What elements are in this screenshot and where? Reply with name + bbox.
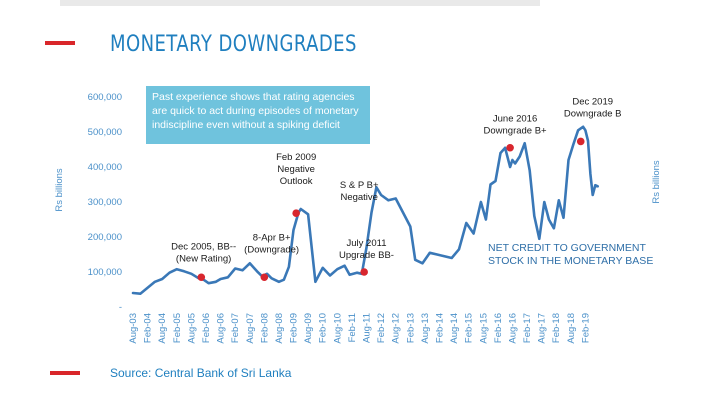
top-bar [60,0,540,6]
event-marker [292,209,300,217]
series-line [131,125,599,295]
annotation-label: Downgrade B+ [484,126,548,137]
event-marker [197,273,206,282]
annotation-label: Dec 2019 [572,97,613,108]
title-accent-bar [45,41,75,45]
y-axis-label-right: Rs billions [651,160,662,204]
page-title: MONETARY DOWNGRADES [110,32,357,57]
y-tick-label: 500,000 [88,127,122,138]
x-tick-label: Feb-12 [376,313,387,343]
note-box: Past experience shows that rating agenci… [146,86,370,144]
y-tick-label: 200,000 [88,232,122,243]
x-tick-label: Aug-17 [537,313,548,344]
x-tick-label: Feb-17 [522,313,533,343]
x-tick-label: Feb-08 [259,313,270,343]
x-tick-label: Aug-16 [507,313,518,344]
y-tick-label: 300,000 [88,197,122,208]
annotation-label: Outlook [280,176,313,187]
x-tick-label: Feb-13 [405,313,416,343]
series-label-line-1: NET CREDIT TO GOVERNMENT [488,242,646,254]
event-marker [360,268,368,276]
annotation-label: Feb 2009 [276,152,316,163]
x-tick-label: Aug-04 [157,313,168,344]
x-tick-label: Feb-04 [143,313,154,343]
x-tick-label: Aug-12 [391,313,402,344]
x-tick-label: Aug-14 [449,313,460,344]
series-layer [131,125,599,295]
x-tick-label: Aug-05 [186,313,197,344]
annotation-label: 8-Apr B+ [253,233,291,244]
x-tick-label: Aug-10 [332,313,343,344]
x-tick-label: Aug-13 [420,313,431,344]
x-tick-label: Feb-09 [289,313,300,343]
y-tick-label: - [119,302,122,313]
note-line-2: are quick to act during episodes of mone… [152,105,359,117]
x-tick-label: Aug-03 [128,313,139,344]
note-line-3: indiscipline even without a spiking defi… [152,119,340,131]
annotations-layer: Dec 2005, BB--(New Rating) 8-Apr B+(Downg… [171,97,621,265]
series-label-line-2: STOCK IN THE MONETARY BASE [488,255,653,267]
annotation-label: July 2011 [347,238,387,249]
x-tick-labels: Aug-03 Feb-04 Aug-04 Feb-05 Aug-05 Feb-06 Aug-… [128,313,591,344]
x-tick-label: Feb-15 [464,313,475,343]
note-line-1: Past experience shows that rating agenci… [152,91,355,103]
annotation-label: (New Rating) [176,253,231,264]
y-tick-labels: 600,000 500,000 400,000 300,000 200,000 100,0… [88,92,122,313]
annotation-label: Negative [277,164,315,175]
x-tick-label: Feb-19 [580,313,591,343]
event-marker [576,137,585,146]
event-marker [260,273,269,282]
x-tick-label: Aug-08 [274,313,285,344]
annotation-label: June 2016 [493,114,537,125]
x-tick-label: Aug-09 [303,313,314,344]
annotation-label: Negative [340,192,378,203]
x-tick-label: Feb-11 [347,313,358,342]
y-axis-label-left: Rs billions [54,168,65,212]
annotation-label: S & P B+ [340,180,379,191]
annotation-label: Upgrade BB- [339,250,394,261]
x-tick-label: Feb-18 [551,313,562,343]
event-marker [506,143,514,152]
x-tick-label: Feb-05 [172,313,183,343]
y-tick-label: 100,000 [88,267,122,278]
annotation-label: Dec 2005, BB-- [171,241,236,252]
x-tick-label: Feb-16 [493,313,504,343]
source-note: Source: Central Bank of Sri Lanka [110,366,292,380]
x-tick-label: Feb-07 [230,313,241,343]
x-tick-label: Aug-11 [362,313,373,343]
x-tick-label: Aug-15 [478,313,489,344]
y-tick-label: 600,000 [88,92,122,103]
annotation-label: Downgrade B [564,109,622,120]
y-tick-label: 400,000 [88,162,122,173]
annotation-label: (Downgrade) [244,245,299,256]
x-tick-label: Feb-14 [434,313,445,343]
x-tick-label: Feb-06 [201,313,212,343]
x-tick-label: Feb-10 [318,313,329,343]
x-tick-label: Aug-06 [216,313,227,344]
x-tick-label: Aug-07 [245,313,256,344]
x-tick-label: Aug-18 [566,313,577,344]
markers-layer [197,137,585,282]
source-accent-bar [50,371,80,375]
